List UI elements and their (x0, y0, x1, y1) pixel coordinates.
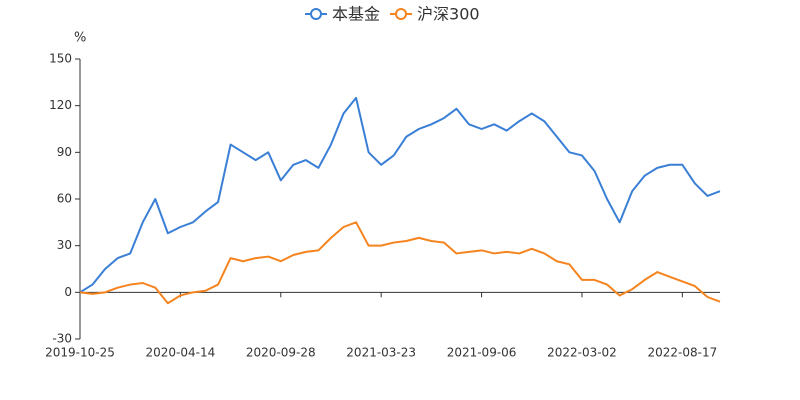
legend-label: 沪深300 (417, 5, 480, 24)
series-line (79, 221, 721, 305)
y-tick-label: 150 (49, 52, 72, 66)
legend-icon (395, 8, 408, 20)
y-tick-label: 90 (57, 145, 72, 159)
y-tick-label: -30 (52, 332, 72, 346)
legend-icon (310, 8, 322, 20)
x-tick-label: 2019-10-25 (45, 346, 115, 360)
y-axis-label: % (74, 31, 86, 46)
x-tick-label: 2020-09-28 (246, 346, 316, 360)
y-tick-label: 120 (49, 98, 72, 112)
x-tick-label: 2022-03-02 (547, 346, 617, 360)
y-tick-label: 0 (64, 285, 72, 299)
x-tick-label: 2021-03-23 (346, 346, 416, 360)
y-tick-label: 60 (57, 192, 72, 206)
x-tick-label: 2021-09-06 (447, 346, 517, 360)
legend-label: 本基金 (332, 5, 380, 24)
y-tick-label: 30 (57, 238, 72, 252)
series-line (79, 96, 721, 294)
x-tick-label: 2022-08-17 (647, 346, 717, 360)
x-tick-label: 2020-04-14 (146, 346, 216, 360)
